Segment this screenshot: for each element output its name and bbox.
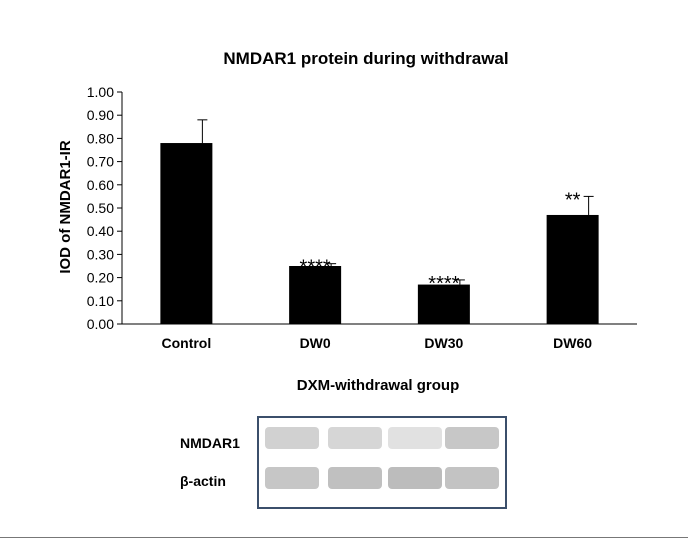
bar-dw0 xyxy=(289,266,342,324)
blot-bands xyxy=(265,427,499,489)
x-tick-label: DW30 xyxy=(424,335,463,351)
y-tick-label: 0.70 xyxy=(87,154,114,170)
x-ticks: Control DW0 DW30 DW60 xyxy=(161,335,592,351)
y-tick-label: 0.60 xyxy=(87,177,114,193)
bars: ********** xyxy=(160,119,599,324)
blot-band xyxy=(328,467,382,489)
blot-band xyxy=(445,427,499,449)
bar-control xyxy=(160,143,213,324)
x-axis-label: DXM-withdrawal group xyxy=(297,377,460,394)
page-divider xyxy=(0,537,688,538)
y-tick-label: 0.50 xyxy=(87,200,114,216)
y-tick-label: 0.40 xyxy=(87,223,114,239)
y-tick-label: 1.00 xyxy=(87,84,114,100)
bar-dw30 xyxy=(417,284,470,324)
blot-label-beta-actin: β-actin xyxy=(180,473,226,489)
blot-band xyxy=(388,427,442,449)
x-tick-label: DW0 xyxy=(300,335,331,351)
blot-band xyxy=(265,467,319,489)
significance-label: **** xyxy=(428,273,459,295)
y-ticks: 0.00 0.10 0.20 0.30 0.40 0.50 0.60 0.70 0.80 0.90… xyxy=(87,84,122,332)
y-tick-label: 0.20 xyxy=(87,270,114,286)
y-tick-label: 0.80 xyxy=(87,130,114,146)
blot-label-nmdar1: NMDAR1 xyxy=(180,435,240,451)
y-tick-label: 0.00 xyxy=(87,316,114,332)
y-tick-label: 0.10 xyxy=(87,293,114,309)
y-axis-label: IOD of NMDAR1-IR xyxy=(57,140,74,273)
chart-title: NMDAR1 protein during withdrawal xyxy=(223,49,508,68)
significance-label: **** xyxy=(300,257,331,279)
western-blot: NMDAR1 β-actin xyxy=(180,416,507,509)
significance-label: ** xyxy=(565,189,581,211)
y-tick-label: 0.30 xyxy=(87,246,114,262)
blot-band xyxy=(388,467,442,489)
blot-band xyxy=(265,427,319,449)
x-tick-label: Control xyxy=(161,335,211,351)
blot-band xyxy=(328,427,382,449)
blot-band xyxy=(445,467,499,489)
x-tick-label: DW60 xyxy=(553,335,592,351)
y-tick-label: 0.90 xyxy=(87,107,114,123)
bar-dw60 xyxy=(546,214,599,324)
